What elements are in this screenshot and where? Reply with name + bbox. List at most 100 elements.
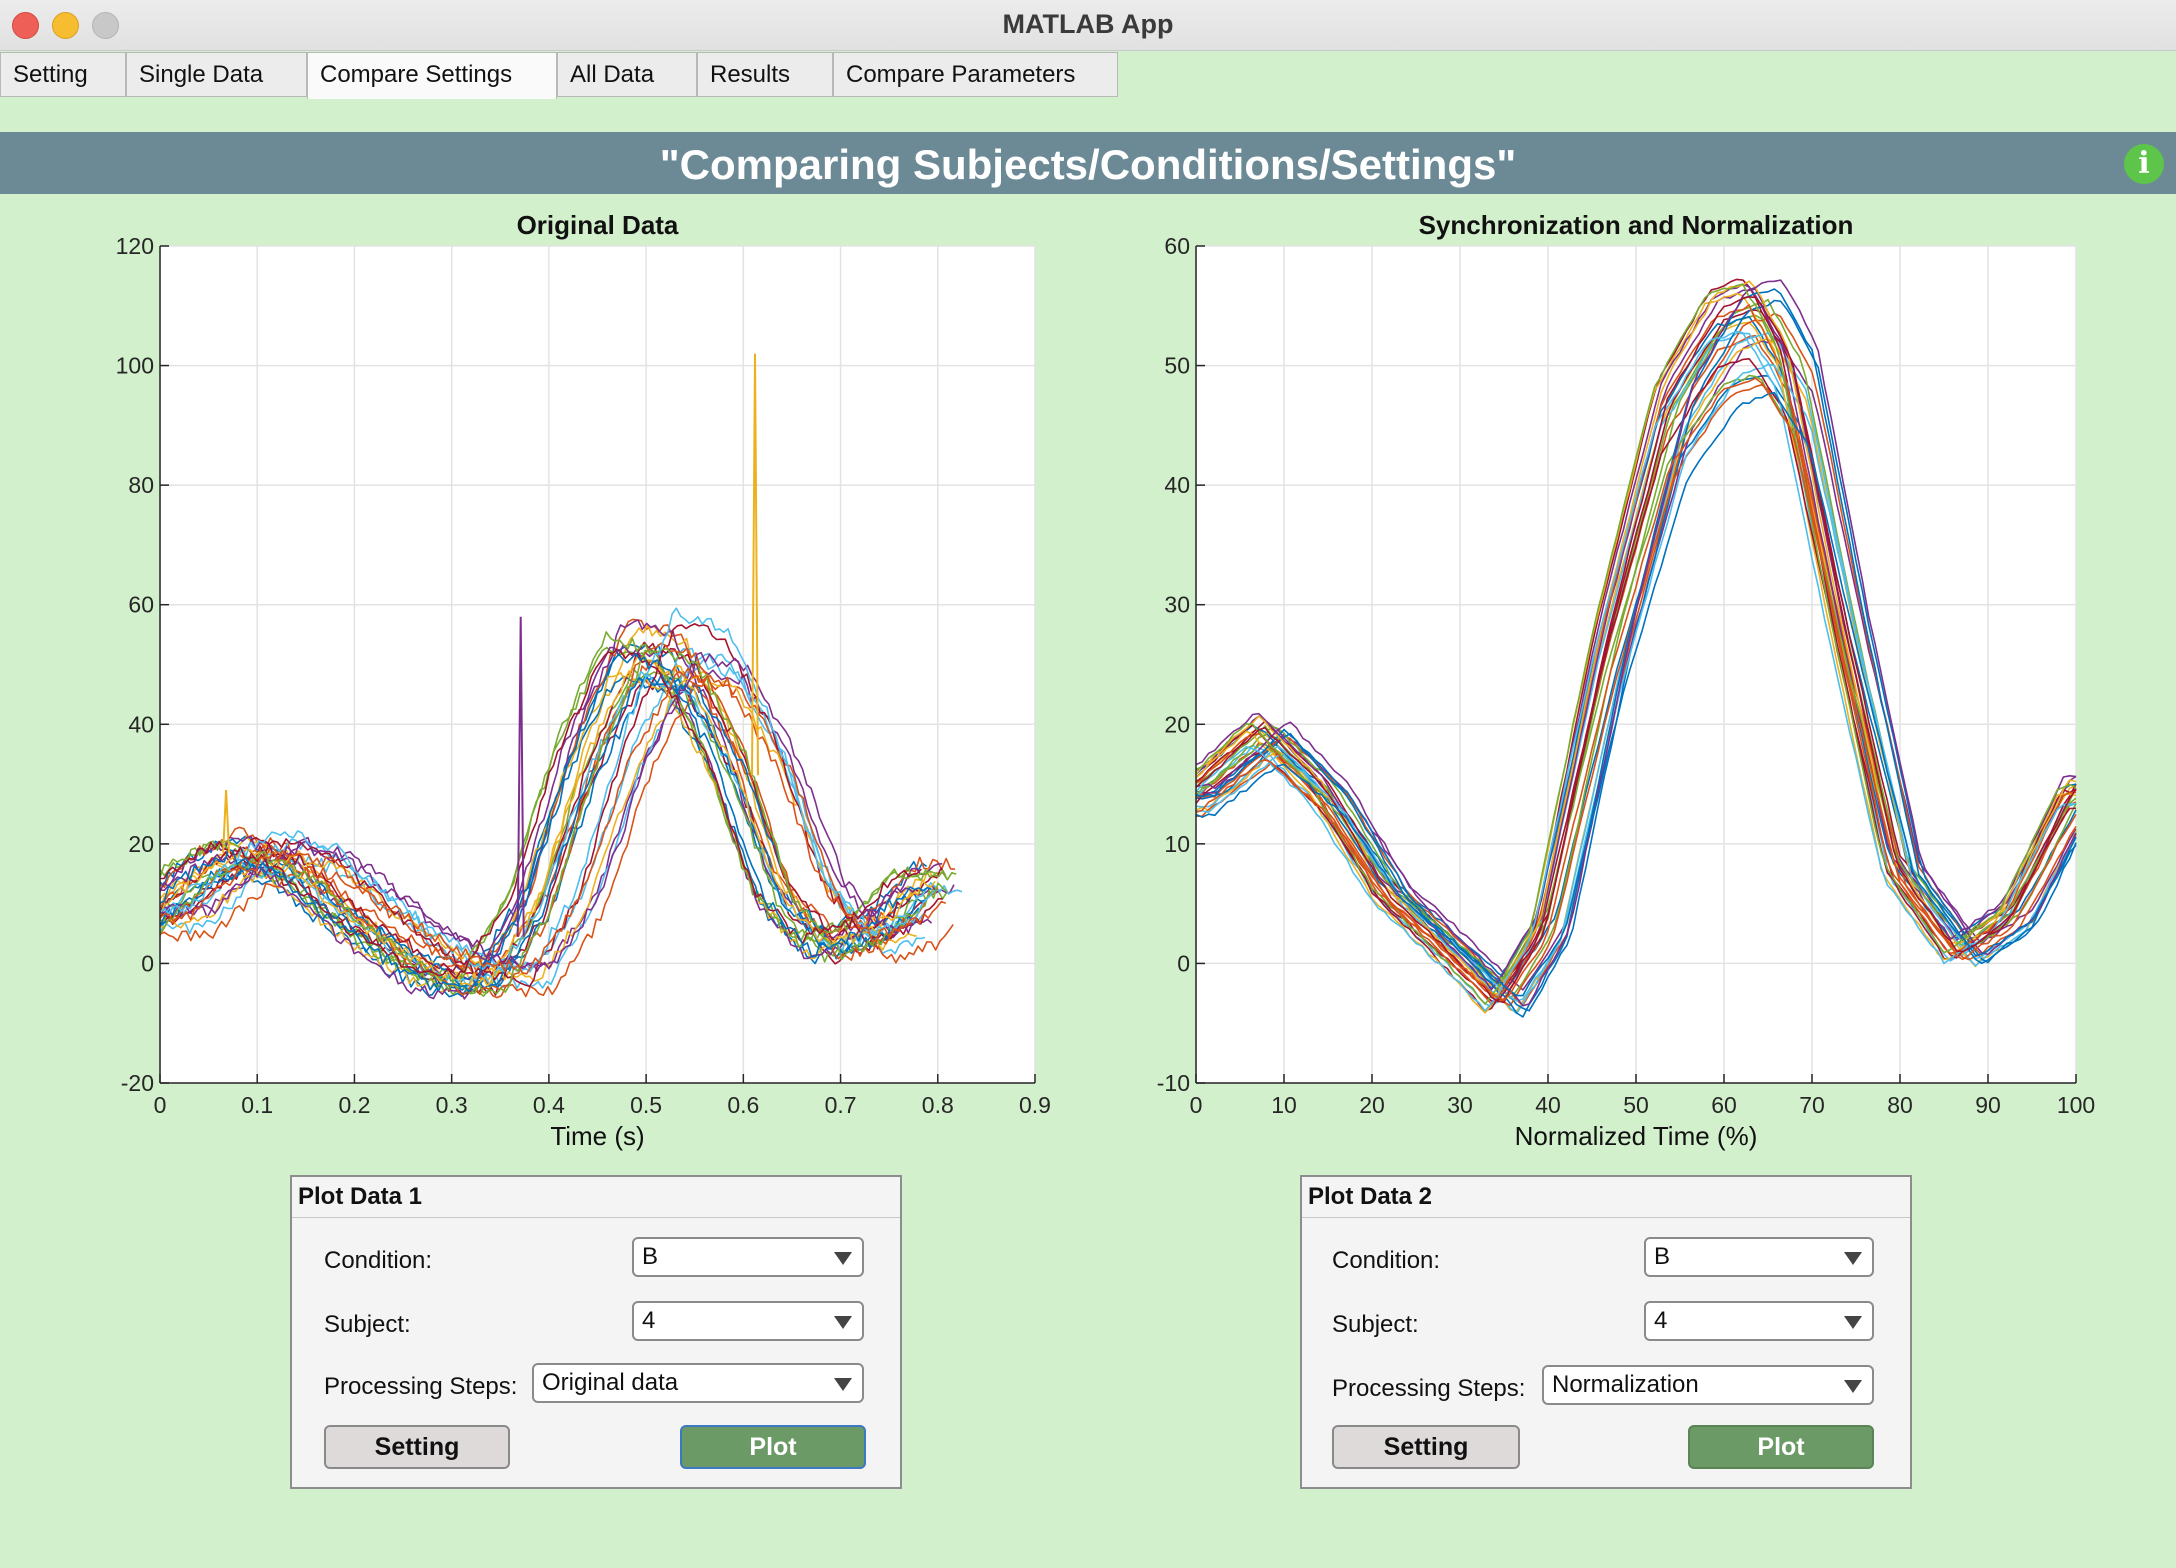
setting-button[interactable]: Setting [324,1425,510,1469]
x-tick-label: 0.2 [338,1092,370,1118]
series-line [159,607,936,973]
charts-area: 0 0.1 0.2 0.3 0.4 0.5 0.6 0.7 0.8 0.9-20020406080… [116,210,2096,1151]
series-line [159,667,946,975]
y-tick-label: 10 [1164,831,1190,857]
x-tick-label: 50 [1623,1092,1649,1118]
x-tick-label: 0.8 [922,1092,954,1118]
series-line [1195,283,2077,1005]
processing-steps-dropdown[interactable]: Original data [532,1363,864,1403]
y-tick-label: -10 [1157,1070,1190,1096]
subject-value: 4 [1654,1307,1668,1334]
series-line [159,670,963,989]
page-title: "Comparing Subjects/Conditions/Settings" [659,141,1517,188]
series-line [159,646,957,980]
x-tick-label: 0.7 [825,1092,857,1118]
tab-bar: Setting Single Data Compare Settings All… [0,52,2176,99]
tab-results[interactable]: Results [697,52,833,97]
panel-title: Plot Data 1 [292,1177,900,1218]
condition-dropdown[interactable]: B [1644,1237,1874,1277]
subject-label: Subject: [324,1311,411,1338]
y-tick-label: 80 [128,472,154,498]
y-tick-label: 0 [1177,950,1190,976]
series-line [1195,304,2077,1005]
chart-title: Original Data [517,210,679,240]
window-title: MATLAB App [1002,9,1174,39]
series-line [159,652,932,993]
tab-compare-settings[interactable]: Compare Settings [307,52,557,99]
series-line [159,675,926,998]
maximize-window-button[interactable] [92,12,119,39]
tab-single-data[interactable]: Single Data [126,52,307,97]
x-tick-label: 30 [1447,1092,1473,1118]
subject-dropdown[interactable]: 4 [632,1301,864,1341]
series-line [1195,391,2077,997]
series-line [1195,309,2077,990]
series-line [1195,296,2077,1004]
x-tick-label: 0.5 [630,1092,662,1118]
subject-value: 4 [642,1307,656,1334]
y-tick-label: 30 [1164,592,1190,618]
series-line [159,651,922,970]
x-tick-label: 100 [2057,1092,2095,1118]
chart-1: 0 0.1 0.2 0.3 0.4 0.5 0.6 0.7 0.8 0.9-20020406080… [116,210,1051,1151]
close-window-button[interactable] [12,12,39,39]
condition-label: Condition: [324,1247,433,1274]
chevron-down-icon [834,1378,852,1391]
setting-button[interactable]: Setting [1332,1425,1520,1469]
processing-steps-dropdown[interactable]: Normalization [1542,1365,1874,1405]
series-line [159,647,948,995]
chevron-down-icon [1844,1316,1862,1329]
chart-2: 0 10 20 30 40 50 60 70 80 90 100-100102030405060Sy… [1157,210,2095,1151]
series-line [1195,299,2077,1012]
y-tick-label: 40 [1164,472,1190,498]
y-tick-label: 120 [116,233,154,259]
y-tick-label: -20 [121,1070,154,1096]
x-tick-label: 10 [1271,1092,1297,1118]
plot-data-2-panel: Plot Data 2 Condition: B Subject: 4 Proc… [1300,1175,1912,1489]
series-line [1195,279,2077,1007]
x-tick-label: 40 [1535,1092,1561,1118]
x-tick-label: 90 [1975,1092,2001,1118]
processing-steps-label: Processing Steps: [1332,1375,1526,1402]
y-tick-label: 20 [1164,711,1190,737]
plot-button[interactable]: Plot [680,1425,866,1469]
x-tick-label: 80 [1887,1092,1913,1118]
x-tick-label: 0 [154,1092,167,1118]
condition-dropdown[interactable]: B [632,1237,864,1277]
spike-line [516,616,525,937]
plot-button[interactable]: Plot [1688,1425,1874,1469]
page-header: "Comparing Subjects/Conditions/Settings" [0,132,2176,194]
tab-all-data[interactable]: All Data [557,52,697,97]
x-axis-label: Time (s) [550,1121,644,1151]
series-line [1195,292,2077,1014]
info-icon[interactable]: i [2124,144,2164,184]
panel-title: Plot Data 2 [1302,1177,1910,1218]
chevron-down-icon [1844,1380,1862,1393]
x-tick-label: 20 [1359,1092,1385,1118]
tab-setting[interactable]: Setting [0,52,126,97]
processing-steps-value: Original data [542,1369,679,1396]
y-tick-label: 100 [116,353,154,379]
tab-compare-parameters[interactable]: Compare Parameters [833,52,1118,97]
condition-label: Condition: [1332,1247,1441,1274]
x-tick-label: 0.1 [241,1092,273,1118]
x-tick-label: 0 [1190,1092,1203,1118]
subject-dropdown[interactable]: 4 [1644,1301,1874,1341]
y-tick-label: 60 [128,592,154,618]
spike-line [751,353,759,776]
window-titlebar: MATLAB App [0,0,2176,51]
series-line [159,631,949,983]
x-tick-label: 0.6 [727,1092,759,1118]
x-tick-label: 0.3 [436,1092,468,1118]
x-axis-label: Normalized Time (%) [1515,1121,1758,1151]
x-tick-label: 70 [1799,1092,1825,1118]
chevron-down-icon [834,1316,852,1329]
condition-value: B [642,1243,659,1270]
processing-steps-value: Normalization [1552,1371,1699,1398]
plot-data-1-panel: Plot Data 1 Condition: B Subject: 4 Proc… [290,1175,902,1489]
chevron-down-icon [1844,1252,1862,1265]
minimize-window-button[interactable] [52,12,79,39]
condition-value: B [1654,1243,1671,1270]
series-line [1195,377,2077,1001]
series-line [159,676,954,998]
